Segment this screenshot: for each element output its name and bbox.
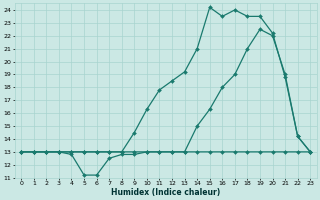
X-axis label: Humidex (Indice chaleur): Humidex (Indice chaleur) — [111, 188, 220, 197]
